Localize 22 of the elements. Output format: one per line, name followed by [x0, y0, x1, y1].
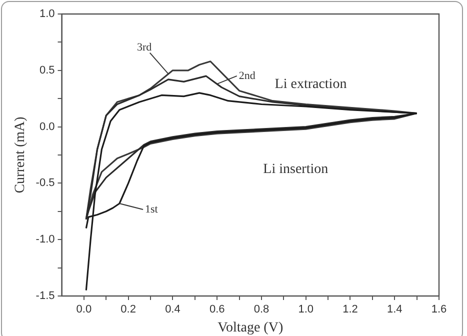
- x-tick-label: 0.0: [76, 304, 92, 316]
- y-tick-label: 0.0: [39, 120, 55, 133]
- x-tick-label: 1.6: [431, 304, 447, 316]
- y-tick-label: -1.0: [36, 234, 55, 246]
- x-tick-label: 0.4: [165, 304, 180, 316]
- y-tick-label: 1.0: [39, 8, 55, 20]
- x-tick-label: 1.0: [298, 304, 314, 316]
- annotation: Li insertion: [263, 162, 328, 177]
- x-axis-title: Voltage (V): [218, 320, 284, 336]
- annotation: 2nd: [238, 70, 256, 82]
- x-tick-label: 1.2: [342, 304, 358, 316]
- annotation: 1st: [145, 203, 158, 216]
- x-tick-label: 0.6: [209, 304, 225, 316]
- y-axis-title: Current (mA): [13, 116, 28, 194]
- x-tick-label: 0.2: [120, 304, 136, 316]
- y-tick-label: -0.5: [36, 177, 55, 190]
- annotation: 3rd: [136, 42, 152, 54]
- annotation: Li extraction: [274, 77, 347, 92]
- x-tick-label: 0.8: [254, 304, 270, 316]
- y-tick-label: -1.5: [36, 290, 55, 302]
- x-tick-label: 1.4: [386, 304, 402, 316]
- y-tick-label: 0.5: [39, 64, 55, 76]
